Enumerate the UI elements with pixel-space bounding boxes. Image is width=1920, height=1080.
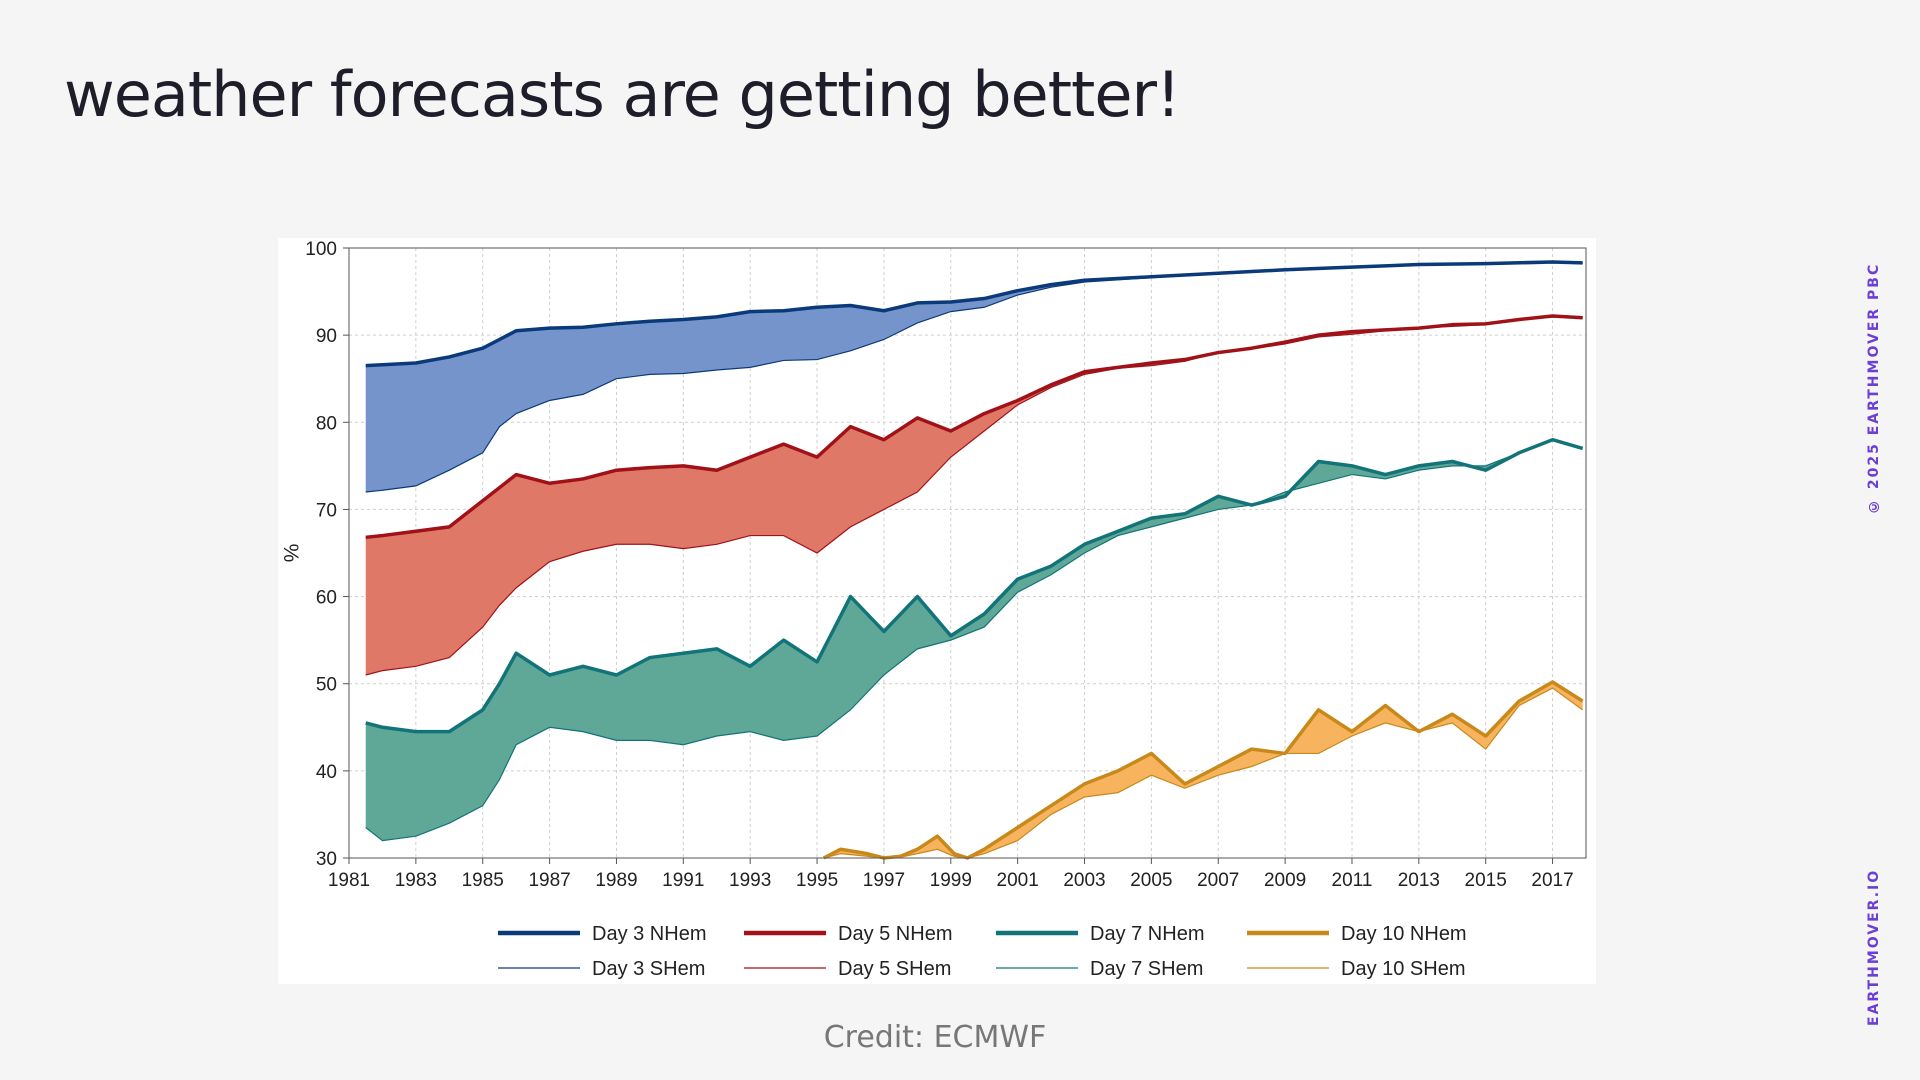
legend-label-shem-2: Day 5 SHem [838,958,951,980]
y-tick-label: 80 [316,413,337,434]
x-tick-label: 1993 [729,870,771,891]
y-tick-label: 50 [316,675,337,696]
series-line-shem-3 [365,439,1583,842]
x-tick-label: 2007 [1197,870,1239,891]
y-tick-label: 30 [316,849,337,870]
legend-label-shem-3: Day 7 SHem [1090,958,1203,980]
y-tick-label: 100 [305,239,337,260]
forecast-skill-chart: 1981 1983 1985 1987 1989 1991 1993 1995 1997 1999… [279,239,1587,980]
image-credit: Credit: ECMWF [823,1020,1047,1055]
slide-title: weather forecasts are getting better! [64,58,1181,131]
series-line-nhem-4 [822,680,1584,860]
legend-label-shem-4: Day 10 SHem [1341,958,1466,980]
side-site-link[interactable]: EARTHMOVER.IO [1866,868,1882,1026]
x-tick-label: 1997 [863,870,905,891]
x-tick-label: 1989 [595,870,637,891]
chart-container: 1981 1983 1985 1987 1989 1991 1993 1995 1997 1999… [278,238,1596,984]
x-tick-label: 2011 [1332,870,1373,891]
series-line-nhem-3 [365,437,1584,734]
x-tick-label: 2001 [997,870,1039,891]
x-tick-label: 1985 [462,870,504,891]
x-tick-label: 1981 [328,870,370,891]
x-tick-label: 1995 [796,870,838,891]
band-area-4 [823,681,1583,858]
band-area-3 [365,439,1583,841]
series-line-nhem-2 [365,314,1583,540]
legend-label-nhem-4: Day 10 NHem [1341,923,1467,945]
x-tick-label: 2009 [1264,870,1306,891]
y-tick-label: 60 [316,588,337,609]
series-line-nhem-1 [365,260,1583,368]
plot-frame [348,247,1587,859]
x-tick-label: 2003 [1063,870,1105,891]
x-tick-label: 2015 [1465,870,1507,891]
band-area-1 [365,261,1583,492]
x-tick-label: 1983 [395,870,437,891]
legend-label-shem-1: Day 3 SHem [592,958,705,980]
y-axis-label: % [279,544,302,563]
legend-label-nhem-2: Day 5 NHem [838,923,952,945]
x-tick-label: 1991 [662,870,704,891]
x-tick-label: 2017 [1531,870,1573,891]
y-tick-label: 70 [316,500,337,521]
legend-label-nhem-3: Day 7 NHem [1090,923,1204,945]
y-tick-label: 90 [316,326,337,347]
legend-label-nhem-1: Day 3 NHem [592,923,706,945]
series-line-shem-4 [823,687,1584,859]
x-tick-label: 1999 [930,870,972,891]
x-tick-label: 2005 [1130,870,1172,891]
y-tick-label: 40 [316,762,337,783]
side-copyright: © 2025 EARTHMOVER PBC [1866,262,1882,514]
band-area-2 [365,315,1583,675]
x-tick-label: 2013 [1398,870,1440,891]
x-tick-label: 1987 [528,870,570,891]
